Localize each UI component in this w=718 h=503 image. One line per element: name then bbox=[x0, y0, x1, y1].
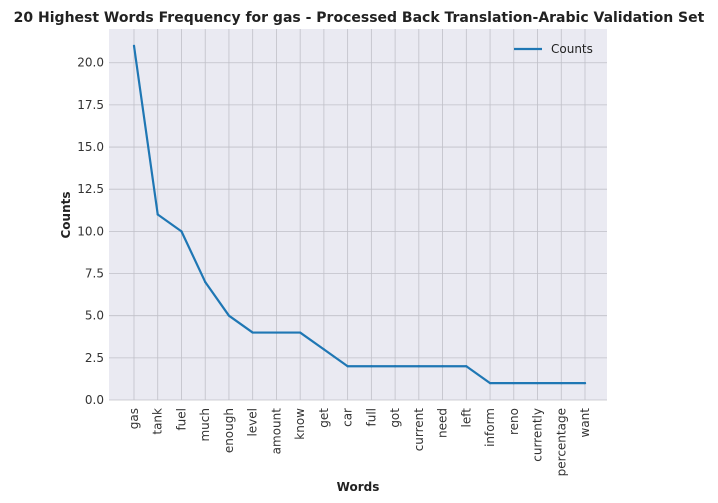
data-points bbox=[132, 44, 587, 385]
x-tick-label: want bbox=[578, 408, 592, 438]
plot-background bbox=[109, 29, 607, 400]
y-tick-label: 2.5 bbox=[85, 351, 104, 365]
x-tick-label: got bbox=[388, 408, 402, 428]
x-tick-label: full bbox=[364, 408, 378, 427]
x-tick-label: enough bbox=[222, 408, 236, 453]
data-point-current bbox=[417, 365, 420, 368]
y-tick-label: 0.0 bbox=[85, 393, 104, 407]
grid bbox=[109, 29, 607, 401]
data-point-gas bbox=[132, 44, 136, 47]
x-tick-label: fuel bbox=[174, 408, 188, 431]
legend: Counts bbox=[514, 42, 593, 56]
data-point-full bbox=[370, 365, 373, 368]
data-point-fuel bbox=[180, 230, 183, 233]
x-tick-label: current bbox=[412, 408, 426, 452]
data-point-percentage bbox=[560, 382, 563, 385]
x-tick-label: need bbox=[436, 408, 450, 438]
x-tick-label: currently bbox=[531, 408, 545, 462]
x-tick-label: level bbox=[246, 408, 260, 437]
x-tick-label: left bbox=[459, 408, 473, 428]
x-tick-label: amount bbox=[269, 408, 283, 455]
data-point-know bbox=[299, 331, 302, 334]
data-point-left bbox=[465, 365, 468, 368]
y-tick-label: 12.5 bbox=[77, 182, 104, 196]
data-point-need bbox=[441, 365, 444, 368]
x-tick-label: reno bbox=[507, 408, 521, 435]
x-tick-label: get bbox=[317, 408, 331, 428]
x-axis-label: Words bbox=[337, 480, 380, 494]
y-tick-label: 5.0 bbox=[85, 309, 104, 323]
x-tick-label: tank bbox=[151, 408, 165, 435]
data-point-car bbox=[346, 365, 349, 368]
data-point-level bbox=[251, 331, 254, 334]
chart-title: 20 Highest Words Frequency for gas - Pro… bbox=[14, 10, 705, 26]
data-point-want bbox=[583, 382, 587, 385]
x-tick-label: inform bbox=[483, 408, 497, 447]
y-axis-ticks: 0.0 2.5 5.0 7.5 10.0 12.5 15.0 17.5 20.0 bbox=[77, 56, 104, 407]
data-point-enough bbox=[227, 314, 231, 317]
data-point-inform bbox=[488, 382, 492, 385]
data-point-much bbox=[204, 280, 207, 284]
data-point-tank bbox=[156, 213, 159, 216]
x-tick-label: much bbox=[198, 408, 212, 442]
data-point-currently bbox=[536, 382, 539, 385]
x-tick-label: car bbox=[341, 408, 355, 427]
x-tick-label: gas bbox=[127, 408, 141, 429]
y-tick-label: 10.0 bbox=[77, 224, 104, 238]
data-point-got bbox=[394, 365, 397, 368]
data-point-amount bbox=[275, 331, 278, 334]
legend-label-counts: Counts bbox=[551, 42, 593, 56]
series-line-counts bbox=[132, 44, 587, 385]
y-tick-label: 20.0 bbox=[77, 56, 104, 70]
x-tick-label: know bbox=[293, 408, 307, 440]
y-tick-label: 7.5 bbox=[85, 267, 104, 281]
y-axis-label: Counts bbox=[59, 191, 73, 238]
x-axis-ticks: gas tank fuel much enough level amount know get c… bbox=[127, 408, 592, 477]
y-tick-label: 17.5 bbox=[77, 98, 104, 112]
data-point-reno bbox=[512, 382, 515, 385]
y-tick-label: 15.0 bbox=[77, 140, 104, 154]
data-point-get bbox=[322, 348, 325, 351]
x-tick-label: percentage bbox=[554, 408, 568, 476]
